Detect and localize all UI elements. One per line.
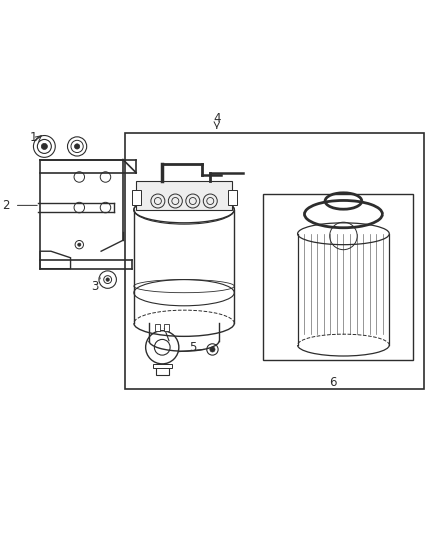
Text: 4: 4 [213, 112, 221, 125]
Bar [155, 364, 169, 375]
Circle shape [41, 143, 47, 149]
Bar [155, 324, 160, 330]
Bar [164, 324, 169, 330]
Bar [228, 190, 237, 205]
Circle shape [74, 144, 80, 149]
Circle shape [210, 347, 215, 352]
Circle shape [106, 278, 110, 281]
Circle shape [78, 243, 81, 246]
Text: 1: 1 [30, 131, 37, 144]
Bar [125, 133, 424, 389]
Text: 6: 6 [329, 376, 336, 389]
Text: 2: 2 [2, 199, 10, 212]
Text: 3: 3 [91, 280, 98, 293]
Bar [263, 195, 413, 360]
Bar [132, 190, 141, 205]
Bar [136, 181, 232, 210]
Bar [152, 364, 172, 368]
Text: 5: 5 [189, 341, 197, 354]
